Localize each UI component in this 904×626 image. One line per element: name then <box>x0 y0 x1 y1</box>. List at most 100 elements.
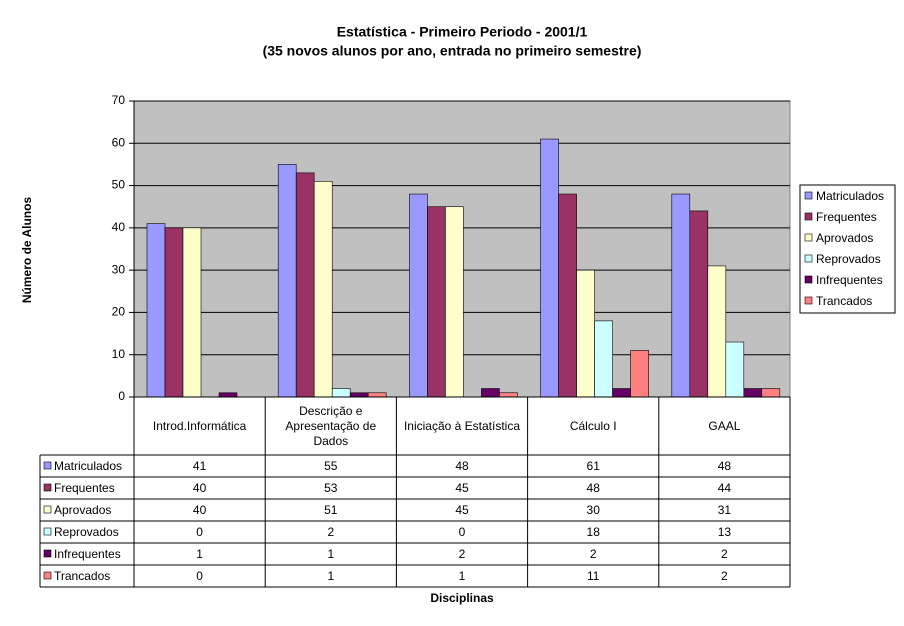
bar <box>367 392 387 398</box>
y-axis-label: Número de Alunos <box>20 197 34 304</box>
y-tick-label: 10 <box>112 347 126 361</box>
table-value: 0 <box>196 569 203 583</box>
bar <box>295 172 315 398</box>
bar <box>481 388 500 398</box>
legend-key <box>804 191 813 200</box>
legend-label: Matriculados <box>816 189 884 203</box>
category-cell: Cálculo I <box>569 418 617 433</box>
x-tick-label: Descrição e Apresentação de Dados <box>285 403 377 448</box>
row-label: Aprovados <box>54 503 111 517</box>
bar <box>146 223 166 398</box>
legend-label: Infrequentes <box>816 273 883 287</box>
table-value: 41 <box>193 459 207 473</box>
table-value: 13 <box>718 525 732 539</box>
legend-box <box>799 184 896 314</box>
table-value: 40 <box>193 481 207 495</box>
category-cell: GAAL <box>708 418 741 433</box>
table-value: 44 <box>718 481 732 495</box>
table-value: 30 <box>587 503 601 517</box>
chart-title: Estatística - Primeiro Periodo - 2001/1 <box>337 24 588 40</box>
table-value: 1 <box>327 547 334 561</box>
table-legend-key <box>43 571 52 580</box>
row-label: Trancados <box>54 569 110 583</box>
table-value: 51 <box>324 503 338 517</box>
x-tick-label: Cálculo I <box>569 418 617 433</box>
table-value: 40 <box>193 503 207 517</box>
table-legend-key <box>43 549 52 558</box>
table-legend-key <box>43 461 52 470</box>
bar <box>558 193 577 398</box>
table-value: 48 <box>587 481 601 495</box>
table-value: 45 <box>455 503 469 517</box>
legend-key <box>804 233 813 242</box>
bar <box>743 388 763 398</box>
bar <box>725 341 745 398</box>
y-tick-label: 60 <box>112 135 126 149</box>
x-axis-label: Disciplinas <box>430 591 494 605</box>
table-value: 2 <box>327 525 334 539</box>
table-value: 45 <box>455 481 469 495</box>
bar <box>277 164 297 398</box>
bar <box>499 392 518 398</box>
table-value: 0 <box>459 525 466 539</box>
legend-label: Frequentes <box>816 210 877 224</box>
table-value: 1 <box>459 569 466 583</box>
row-label: Reprovados <box>54 525 119 539</box>
legend-label: Trancados <box>816 294 872 308</box>
table-legend-key <box>43 483 52 492</box>
y-tick-label: 70 <box>112 93 126 107</box>
y-tick-label: 30 <box>112 262 126 276</box>
legend-label: Aprovados <box>816 231 873 245</box>
table-value: 2 <box>459 547 466 561</box>
bar <box>612 388 631 398</box>
bar <box>671 193 691 398</box>
table-value: 55 <box>324 459 338 473</box>
bar <box>427 206 446 398</box>
legend-key <box>804 296 813 305</box>
x-tick-label: GAAL <box>708 418 741 433</box>
row-label: Frequentes <box>54 481 115 495</box>
table-value: 2 <box>721 547 728 561</box>
bar <box>313 181 333 398</box>
table-value: 2 <box>721 569 728 583</box>
row-label: Matriculados <box>54 459 122 473</box>
y-tick-label: 0 <box>118 389 125 403</box>
x-tick-label: Iniciação à Estatística <box>403 418 521 433</box>
bar <box>331 388 351 398</box>
table-value: 53 <box>324 481 338 495</box>
table-value: 1 <box>327 569 334 583</box>
chart-subtitle: (35 novos alunos por ano, entrada no pri… <box>263 43 642 59</box>
table-value: 18 <box>587 525 601 539</box>
y-tick-label: 40 <box>112 220 126 234</box>
bar <box>182 227 202 398</box>
table-value: 48 <box>718 459 732 473</box>
bar <box>164 227 184 398</box>
table-value: 2 <box>590 547 597 561</box>
legend-key <box>804 212 813 221</box>
category-cell: Descrição e Apresentação de Dados <box>285 403 377 448</box>
y-tick-label: 20 <box>112 305 126 319</box>
category-cell: Introd.Informática <box>152 418 247 433</box>
table-legend-key <box>43 527 52 536</box>
bar <box>707 265 727 398</box>
table-legend-key <box>43 505 52 514</box>
legend-key <box>804 275 813 284</box>
bar <box>540 138 559 398</box>
table-value: 61 <box>587 459 601 473</box>
legend-label: Reprovados <box>816 252 881 266</box>
table-value: 11 <box>587 569 600 583</box>
table-value: 31 <box>718 503 732 517</box>
x-tick-label: Introd.Informática <box>152 418 247 433</box>
bar <box>761 388 781 398</box>
bar <box>630 350 649 398</box>
bar <box>218 392 238 398</box>
bar <box>349 392 369 398</box>
bar <box>445 206 464 398</box>
table-value: 1 <box>196 547 203 561</box>
y-tick-label: 50 <box>112 178 126 192</box>
bar <box>594 320 613 398</box>
bar <box>576 269 595 398</box>
table-value: 48 <box>455 459 469 473</box>
row-label: Infrequentes <box>54 547 121 561</box>
